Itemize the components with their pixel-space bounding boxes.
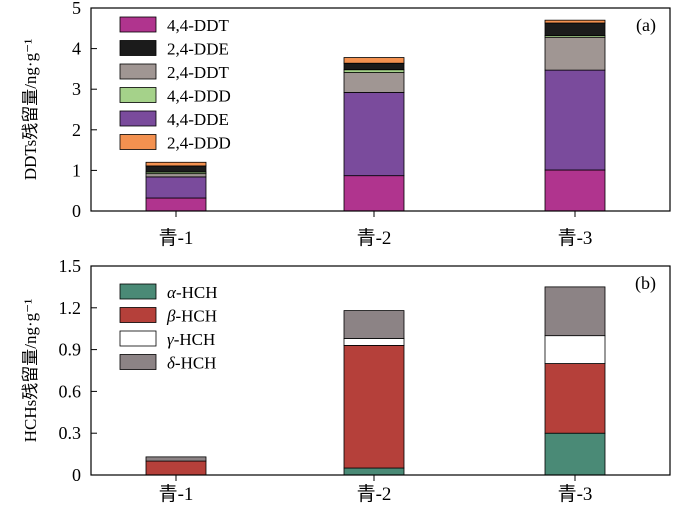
y-tick-label: 1.5: [59, 256, 82, 276]
bar-segment: [544, 335, 606, 364]
bar-segment: [343, 467, 405, 476]
legend-label-greek: δ: [167, 354, 176, 373]
bar-segment: [544, 169, 606, 212]
bar-segment: [343, 338, 405, 346]
legend-label: 2,4-DDD: [167, 134, 231, 153]
y-tick-label: 1: [72, 160, 81, 180]
y-tick-label: 1.2: [59, 298, 82, 318]
legend-swatch: [119, 134, 157, 150]
bar-segment: [544, 286, 606, 337]
legend-swatch: [119, 110, 157, 127]
x-tick-label: 青-1: [159, 483, 194, 505]
legend-label: 4,4-DDT: [167, 16, 229, 35]
y-tick-label: 4: [72, 39, 81, 59]
bar-segment: [145, 161, 207, 167]
legend-swatch: [119, 16, 157, 33]
chart-panel-a: 0 1 2 3 4 5 青-1 青-2 青-3 DDTs残留量/ng·g⁻¹ (a) 4,4-DDT 2…: [21, 0, 671, 249]
x-tick-label: 青-2: [357, 227, 392, 249]
x-tick-label: 青-3: [558, 227, 593, 249]
bar-segment: [343, 310, 405, 339]
legend-swatch: [119, 63, 157, 80]
bar-segment: [145, 197, 207, 212]
y-axis-title: DDTs残留量/ng·g⁻¹: [21, 39, 40, 180]
bar-segment: [544, 19, 606, 24]
x-tick-label: 青-2: [357, 483, 392, 505]
x-tick-label: 青-1: [159, 227, 194, 249]
legend-label-greek: α: [167, 283, 177, 302]
bar-segment: [544, 432, 606, 476]
legend-swatch: [119, 283, 157, 300]
bar-segment: [343, 72, 405, 93]
legend-swatch: [119, 354, 157, 370]
y-tick-label: 3: [72, 79, 81, 99]
panel-label: (a): [636, 15, 656, 36]
bar-segment: [343, 57, 405, 64]
y-tick-label: 0: [72, 465, 81, 485]
y-tick-label: 0.9: [59, 340, 82, 360]
legend-label-suffix: -HCH: [174, 330, 216, 349]
bar-segment: [544, 22, 606, 37]
legend-label-suffix: -HCH: [176, 283, 218, 302]
y-axis-title: HCHs残留量/ng·g⁻¹: [21, 299, 40, 442]
legend-label: α-HCH: [167, 283, 218, 302]
legend-label: δ-HCH: [167, 354, 216, 373]
y-tick-label: 5: [72, 0, 81, 18]
legend-label: 2,4-DDE: [167, 40, 229, 59]
legend-swatch: [119, 330, 157, 347]
legend-swatch: [119, 307, 157, 323]
legend-label: β-HCH: [166, 307, 217, 326]
bar-segment: [145, 456, 207, 462]
y-tick-label: 2: [72, 120, 81, 140]
legend-label: 4,4-DDE: [167, 110, 229, 129]
y-tick-label: 0: [72, 201, 81, 221]
panel-label: (b): [635, 273, 656, 294]
legend-swatch: [119, 40, 157, 56]
bar-segment: [343, 345, 405, 469]
legend-label: γ-HCH: [167, 330, 215, 349]
bar-segment: [145, 173, 207, 178]
y-tick-label: 0.3: [59, 423, 82, 443]
bar-segment: [145, 165, 207, 173]
chart-panel-b: 0 0.3 0.6 0.9 1.2 1.5 青-1 青-2 青-3 HCHs残留量/ng·g⁻¹ (…: [21, 256, 671, 505]
bar-segment: [544, 69, 606, 171]
legend-label-greek: γ: [167, 330, 175, 349]
legend-label-suffix: -HCH: [175, 354, 217, 373]
bar-segment: [343, 175, 405, 212]
bar-segment: [145, 176, 207, 199]
legend-label: 2,4-DDT: [167, 63, 229, 82]
plot-frame: [90, 265, 671, 476]
legend-label: 4,4-DDD: [167, 87, 231, 106]
legend-label-greek: β: [166, 307, 176, 326]
legend-label-suffix: -HCH: [175, 307, 217, 326]
y-tick-label: 0.6: [59, 381, 82, 401]
plot-frame: [90, 7, 671, 212]
bar-segment: [544, 36, 606, 71]
legend-swatch: [119, 87, 157, 103]
bar-segment: [343, 92, 405, 177]
bar-segment: [544, 363, 606, 434]
x-tick-label: 青-3: [558, 483, 593, 505]
bar-segment: [343, 62, 405, 71]
bar-segment: [145, 460, 207, 476]
bar-segment: [343, 69, 405, 73]
